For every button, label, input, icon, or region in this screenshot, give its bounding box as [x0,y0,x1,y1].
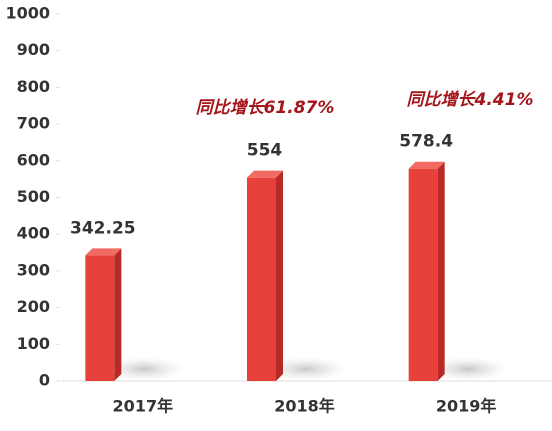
value-label: 342.25 [70,218,136,238]
bar-shadow [266,357,346,381]
x-tick-label: 2019年 [436,397,497,416]
y-tick-label: 800 [17,77,50,96]
y-tick-label: 600 [17,150,50,169]
bar [408,168,438,381]
bar-top [247,170,283,178]
value-label: 554 [247,141,283,161]
bar-side [114,248,122,381]
y-tick-label: 100 [17,334,50,353]
bar [247,177,276,381]
y-tick-label: 500 [17,187,50,206]
y-tick-label: 0 [39,371,50,390]
y-tick-label: 700 [17,114,50,133]
bar-shadow [104,357,185,381]
bar-top [85,248,122,256]
y-tick-label: 900 [17,40,50,59]
bar-top [408,161,445,169]
y-tick-label: 200 [17,297,50,316]
annotation: 同比增长61.87% [196,98,335,118]
bar-side [276,170,283,381]
bar-shadow [427,357,508,381]
x-tick-label: 2017年 [113,397,174,416]
annotation: 同比增长4.41% [407,90,534,110]
y-tick-label: 1000 [5,4,50,23]
bar [85,255,115,381]
y-tick-label: 300 [17,260,50,279]
x-tick-label: 2018年 [274,397,335,416]
value-label: 578.4 [399,132,453,152]
bar-side [437,161,445,381]
y-tick-label: 400 [17,224,50,243]
